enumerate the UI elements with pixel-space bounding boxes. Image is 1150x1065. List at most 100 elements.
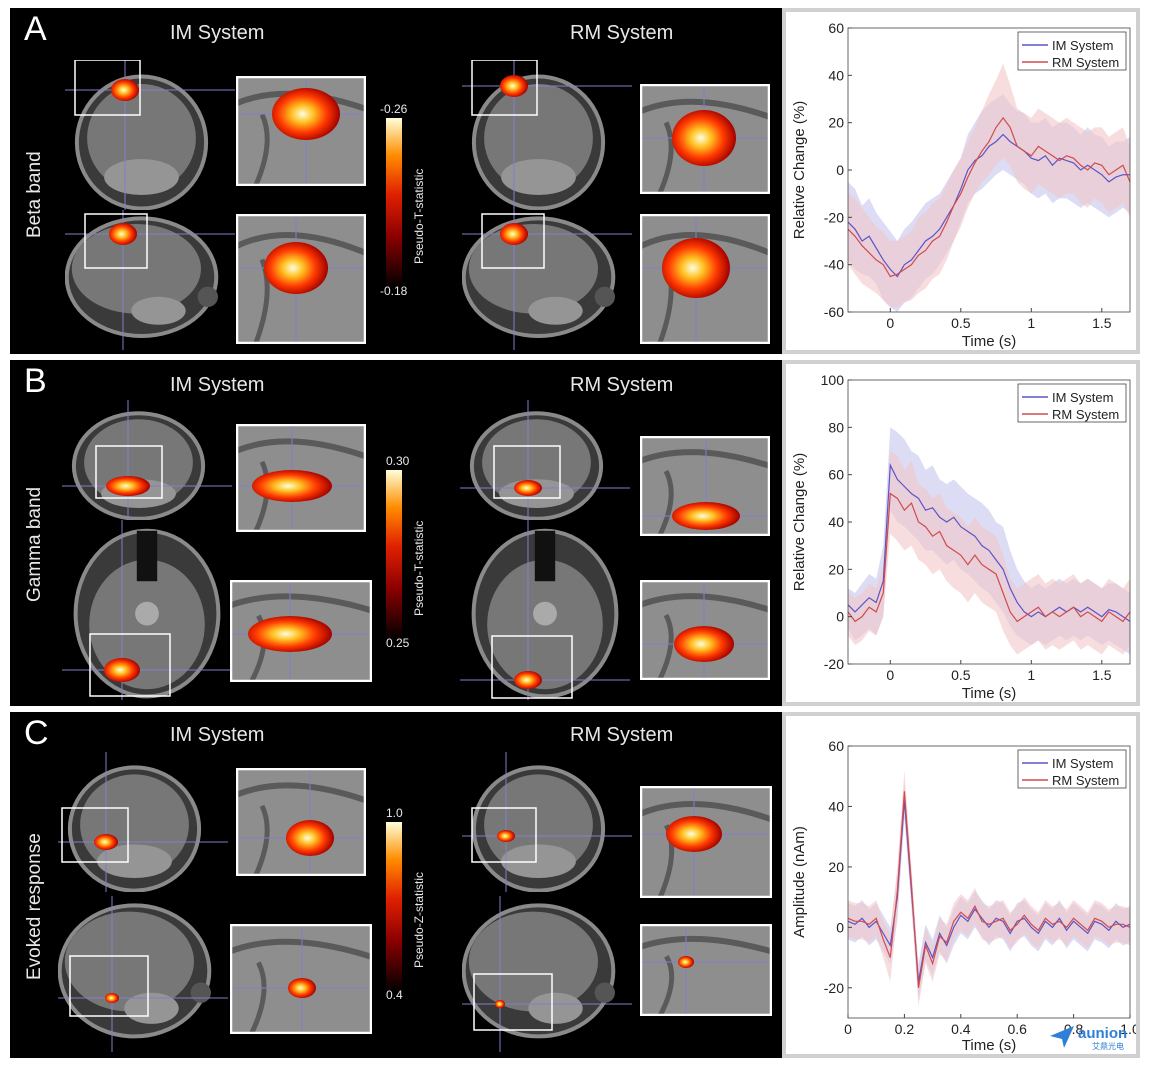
- panel-letter: A: [24, 10, 47, 48]
- zoom-inset: [228, 923, 373, 1039]
- legend-label: IM System: [1052, 756, 1113, 771]
- zoom-inset-image: [234, 213, 368, 345]
- x-tick-label: 1.0: [1120, 1021, 1136, 1037]
- legend-label: RM System: [1052, 55, 1119, 70]
- y-axis-label: Relative Change (%): [791, 453, 808, 591]
- colorbar: [386, 822, 402, 997]
- inset-frame: [639, 213, 771, 345]
- zoom-inset-image: [234, 767, 367, 878]
- axial-brain-image: [62, 520, 232, 700]
- activation-blob: [514, 671, 542, 689]
- zoom-inset: [234, 213, 368, 349]
- x-tick-label: 1: [1027, 667, 1035, 683]
- inset-frame: [639, 435, 771, 537]
- x-axis-label: Time (s): [962, 333, 1016, 350]
- activation-blob: [272, 88, 340, 140]
- activation-blob: [105, 993, 119, 1003]
- cerebellum: [528, 296, 583, 325]
- legend-box: [1017, 749, 1127, 789]
- series-line: [847, 492, 1131, 623]
- y-tick-label: 60: [828, 467, 844, 483]
- line-chart: -60 -40 -20 0 20 40 60 0 0.5 1 1.5 Time (s) Relative…: [791, 20, 1131, 350]
- zoom-inset-image: [639, 923, 773, 1018]
- zoom-region-box: [471, 59, 538, 116]
- activation-blob: [500, 223, 528, 245]
- system-title-left: IM System: [170, 374, 265, 396]
- zoom-region-box: [89, 633, 171, 697]
- colorbar-min: -0.18: [380, 284, 408, 298]
- zoom-inset: [639, 923, 773, 1021]
- activation-blob: [288, 978, 316, 998]
- sulcus: [638, 449, 771, 469]
- zoom-inset: [234, 767, 367, 881]
- error-band: [848, 770, 1130, 1006]
- x-axis-label: Time (s): [962, 1037, 1016, 1054]
- activation-blob: [286, 820, 334, 856]
- zoom-region-box: [493, 445, 561, 499]
- axial-brain-image: [460, 520, 630, 700]
- activation-blob: [674, 626, 734, 662]
- inset-frame: [235, 75, 367, 187]
- panel-c: C IM System RM System Evoked response 1.…: [10, 712, 1140, 1058]
- y-tick-label: -60: [824, 304, 844, 320]
- y-tick-label: 100: [821, 372, 845, 388]
- system-title-right: RM System: [570, 374, 674, 396]
- cerebellum: [97, 844, 172, 878]
- x-tick-label: 0.5: [951, 667, 971, 683]
- brainstem: [533, 601, 557, 626]
- colorbar-title: Pseudo-T-statistic: [412, 168, 426, 264]
- activation-blob: [662, 238, 730, 298]
- nasal-cavity: [534, 530, 556, 582]
- activation-blob: [94, 834, 118, 850]
- colorbar-min: 0.4: [386, 988, 403, 1002]
- inset-frame: [639, 579, 771, 681]
- brain-view-coronal-left: [58, 752, 228, 897]
- panel-letter: C: [24, 714, 49, 752]
- colorbar-max: 0.30: [386, 454, 410, 468]
- y-tick-label: 20: [828, 115, 844, 131]
- coronal-brain-image: [58, 752, 228, 893]
- brain-tissue: [64, 911, 194, 1012]
- y-axis-label: Amplitude (nAm): [791, 826, 808, 938]
- plot-box: -60 -40 -20 0 20 40 60 0 0.5 1 1.5 Time (s) Relative…: [786, 12, 1136, 350]
- activation-blob: [497, 830, 515, 842]
- y-tick-label: -40: [824, 257, 844, 273]
- brain-view-coronal-right: [462, 59, 632, 215]
- brand-logo: aunion 艾鼎光电: [1048, 1022, 1138, 1057]
- brain-view-sagittal-left: [57, 896, 228, 1057]
- zoom-region-box: [491, 635, 573, 699]
- sulcus: [638, 231, 772, 256]
- brain-tissue: [71, 224, 201, 314]
- plot-box: -20 0 20 40 60 0 0.2 0.4 0.6 0.8 1.0 Time (s) Amplit…: [786, 716, 1140, 1054]
- y-tick-label: 20: [828, 561, 844, 577]
- row-label: Gamma band: [24, 486, 45, 602]
- x-tick-label: 0: [844, 1021, 852, 1037]
- activation-blob: [264, 242, 328, 294]
- zoom-inset: [638, 83, 771, 199]
- x-tick-label: 1.5: [1092, 315, 1112, 331]
- zoom-region-box: [481, 213, 545, 269]
- coronal-brain-image: [462, 59, 632, 211]
- sagittal-brain-image: [461, 896, 632, 1052]
- colorbar: [386, 470, 402, 645]
- activation-blob: [500, 75, 528, 97]
- brain-view-sagittal-right: [461, 896, 632, 1057]
- legend-label: RM System: [1052, 407, 1119, 422]
- cerebellum: [124, 992, 179, 1024]
- sagittal-brain-image: [64, 210, 235, 350]
- logo-subtext: 艾鼎光电: [1092, 1041, 1124, 1051]
- zoom-region-box: [61, 807, 129, 863]
- legend-box: [1017, 31, 1127, 71]
- activation-blob: [672, 502, 740, 530]
- brain-view-coronal-left: [65, 59, 235, 215]
- inset-frame: [229, 579, 373, 683]
- series-line: [847, 116, 1131, 278]
- eye-orbit: [594, 982, 615, 1003]
- x-tick-label: 1.5: [1092, 667, 1112, 683]
- y-axis-label: Relative Change (%): [791, 101, 808, 239]
- sulcus: [234, 782, 367, 804]
- activation-blob: [666, 816, 722, 852]
- zoom-inset: [638, 579, 771, 685]
- brain-view-coronal-right: [460, 400, 630, 525]
- brain-view-axial-right: [460, 520, 630, 705]
